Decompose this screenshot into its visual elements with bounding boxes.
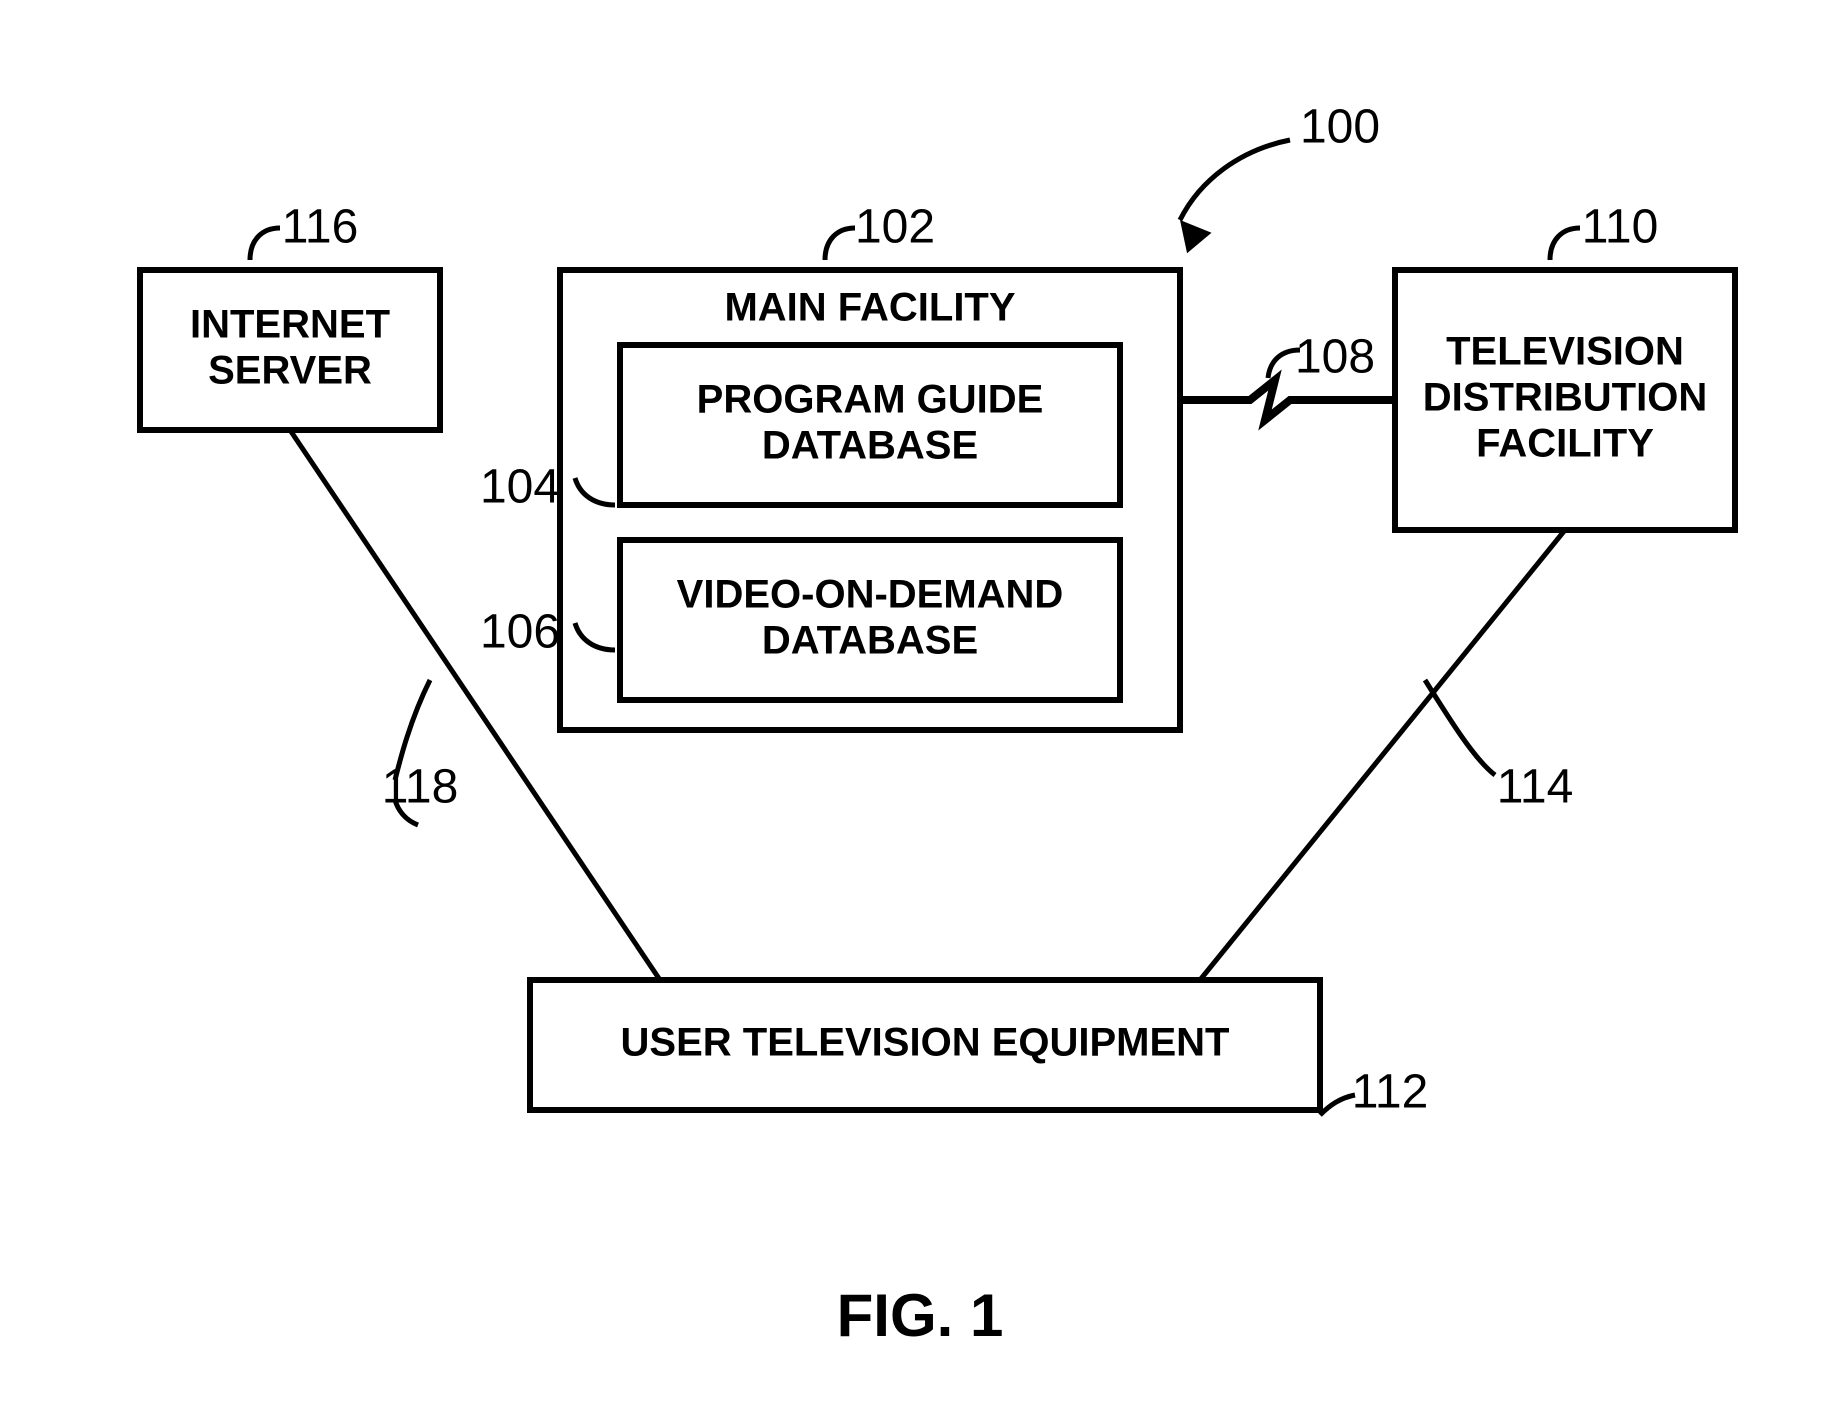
program-guide-db-ref: 104: [480, 461, 560, 514]
tv-dist-facility-label: TELEVISION: [1446, 330, 1684, 374]
figure-label: FIG. 1: [837, 1282, 1004, 1349]
program-guide-db-label: PROGRAM GUIDE: [697, 378, 1044, 422]
internet-server-ref-lead: [250, 228, 280, 260]
link-108-ref: 108: [1295, 331, 1375, 384]
user-tv-equipment-ref-lead: [1320, 1095, 1355, 1115]
tv-dist-facility-label: FACILITY: [1476, 422, 1654, 466]
system-ref: 100: [1300, 101, 1380, 154]
main-facility-title: MAIN FACILITY: [724, 286, 1015, 330]
internet-server-label: INTERNET: [190, 303, 390, 347]
program-guide-db-label: DATABASE: [762, 424, 978, 468]
user-tv-equipment-ref: 112: [1352, 1066, 1429, 1119]
vod-db-label: DATABASE: [762, 619, 978, 663]
tv-dist-facility-label: DISTRIBUTION: [1423, 376, 1707, 420]
link-118-ref: 118: [382, 761, 459, 814]
internet-server-label: SERVER: [208, 349, 372, 393]
main-facility-ref-lead: [825, 228, 855, 260]
link-114: [1200, 530, 1565, 980]
system-arrow: [1180, 140, 1290, 220]
main-facility-ref: 102: [855, 201, 935, 254]
link-114-ref: 114: [1497, 761, 1574, 814]
vod-db-label: VIDEO-ON-DEMAND: [677, 573, 1064, 617]
internet-server-ref: 116: [282, 201, 359, 254]
link-108: [1180, 380, 1395, 420]
tv-dist-facility-ref: 110: [1582, 201, 1659, 254]
tv-dist-facility-ref-lead: [1550, 228, 1580, 260]
user-tv-equipment-label: USER TELEVISION EQUIPMENT: [621, 1021, 1230, 1065]
vod-db-ref: 106: [480, 606, 560, 659]
link-114-ref-lead: [1425, 680, 1495, 775]
arrow-head: [1180, 220, 1212, 253]
